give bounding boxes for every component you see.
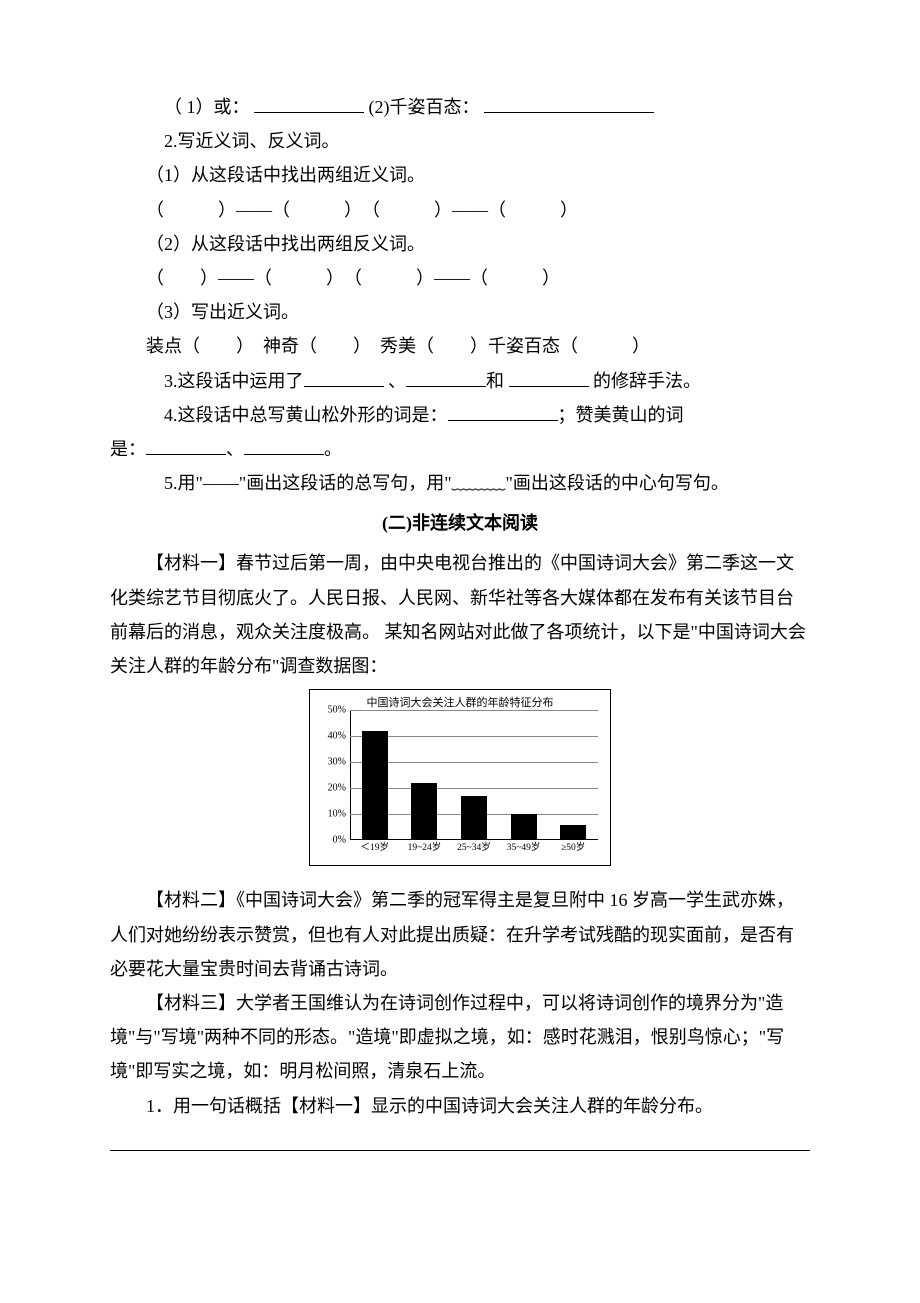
chart-container: 中国诗词大会关注人群的年龄特征分布 0%10%20%30%40%50%＜19岁1… <box>110 689 810 877</box>
q2-sub1: （1）从这段话中找出两组近义词。 <box>110 158 810 192</box>
q3-blank-2[interactable] <box>406 368 486 387</box>
bar <box>362 731 388 840</box>
q2-sub2: （2）从这段话中找出两组反义词。 <box>110 227 810 261</box>
y-tick-label: 10% <box>316 805 346 824</box>
q4-block: 4.这段话中总写黄山松外形的词是： ；赞美黄山的词 是： 、 。 <box>110 398 810 466</box>
q3-line: 3.这段话中运用了 、 和 的修辞手法。 <box>110 364 810 398</box>
q1-mid: (2)千姿百态： <box>369 97 480 117</box>
bar <box>411 783 437 840</box>
x-tick-label: ≥50岁 <box>549 839 597 857</box>
y-tick-label: 0% <box>316 831 346 850</box>
q3-suffix: 的修辞手法。 <box>593 371 701 391</box>
q4-end: 。 <box>324 439 342 459</box>
q2-words[interactable]: 装点（ ） 神奇（ ） 秀美（ ）千姿百态（ ） <box>110 329 810 363</box>
q1-line: （ 1）或： (2)千姿百态： <box>110 90 810 124</box>
bar <box>511 814 537 840</box>
y-tick-label: 30% <box>316 753 346 772</box>
q4-blank-2[interactable] <box>146 436 226 455</box>
x-tick-label: 19~24岁 <box>400 839 448 857</box>
q4-mid: ；赞美黄山的词 <box>558 405 684 425</box>
material-3: 【材料三】大学者王国维认为在诗词创作过程中，可以将诗词创作的境界分为"造境"与"… <box>110 986 810 1089</box>
material-3-head: 【材料三】 <box>146 993 236 1013</box>
y-axis <box>350 710 351 840</box>
q3-prefix: 3.这段话中运用了 <box>164 371 304 391</box>
q3-blank-1[interactable] <box>304 368 384 387</box>
q4-sep: 、 <box>226 439 244 459</box>
y-tick-label: 20% <box>316 779 346 798</box>
x-tick-label: ＜19岁 <box>351 839 399 857</box>
q3-blank-3[interactable] <box>509 368 589 387</box>
q2-pairs-2[interactable]: （ ）——（ ） （ ）——（ ） <box>110 261 810 295</box>
q3-mid2: 和 <box>486 371 504 391</box>
grid-line <box>350 710 598 711</box>
sub-question-1: 1．用一句话概括【材料一】显示的中国诗词大会关注人群的年龄分布。 <box>110 1089 810 1123</box>
document-page: （ 1）或： (2)千姿百态： 2.写近义词、反义词。 （1）从这段话中找出两组… <box>0 0 920 1303</box>
q1-prefix: （ 1）或： <box>164 97 250 117</box>
x-tick-label: 25~34岁 <box>450 839 498 857</box>
q2-sub3: （3）写出近义词。 <box>110 295 810 329</box>
q1-blank-1[interactable] <box>254 94 364 113</box>
section-2-title: (二)非连续文本阅读 <box>110 506 810 540</box>
x-tick-label: 35~49岁 <box>500 839 548 857</box>
q3-mid1: 、 <box>388 371 406 391</box>
y-tick-label: 50% <box>316 701 346 720</box>
answer-blank-line[interactable] <box>110 1129 810 1152</box>
q4-blank-3[interactable] <box>244 436 324 455</box>
q4-prefix: 4.这段话中总写黄山松外形的词是： <box>164 405 448 425</box>
q2-head: 2.写近义词、反义词。 <box>110 124 810 158</box>
bar-chart: 中国诗词大会关注人群的年龄特征分布 0%10%20%30%40%50%＜19岁1… <box>309 689 611 866</box>
bar <box>560 825 586 841</box>
q4-line2-pre: 是： <box>110 439 146 459</box>
material-1: 【材料一】春节过后第一周，由中央电视台推出的《中国诗词大会》第二季这一文化类综艺… <box>110 546 810 683</box>
material-1-head: 【材料一】 <box>146 553 236 573</box>
q5-text: 5.用"——"画出这段话的总写句，用"﹏﹏﹏"画出这段话的中心句写句。 <box>110 466 810 500</box>
material-2: 【材料二】《中国诗词大会》第二季的冠军得主是复旦附中 16 岁高一学生武亦姝，人… <box>110 883 810 986</box>
bar <box>461 796 487 840</box>
q4-blank-1[interactable] <box>448 402 558 421</box>
material-2-head: 【材料二】 <box>146 890 236 910</box>
q1-blank-2[interactable] <box>484 94 654 113</box>
y-tick-label: 40% <box>316 727 346 746</box>
q2-pairs-1[interactable]: （ ）——（ ） （ ）——（ ） <box>110 193 810 227</box>
